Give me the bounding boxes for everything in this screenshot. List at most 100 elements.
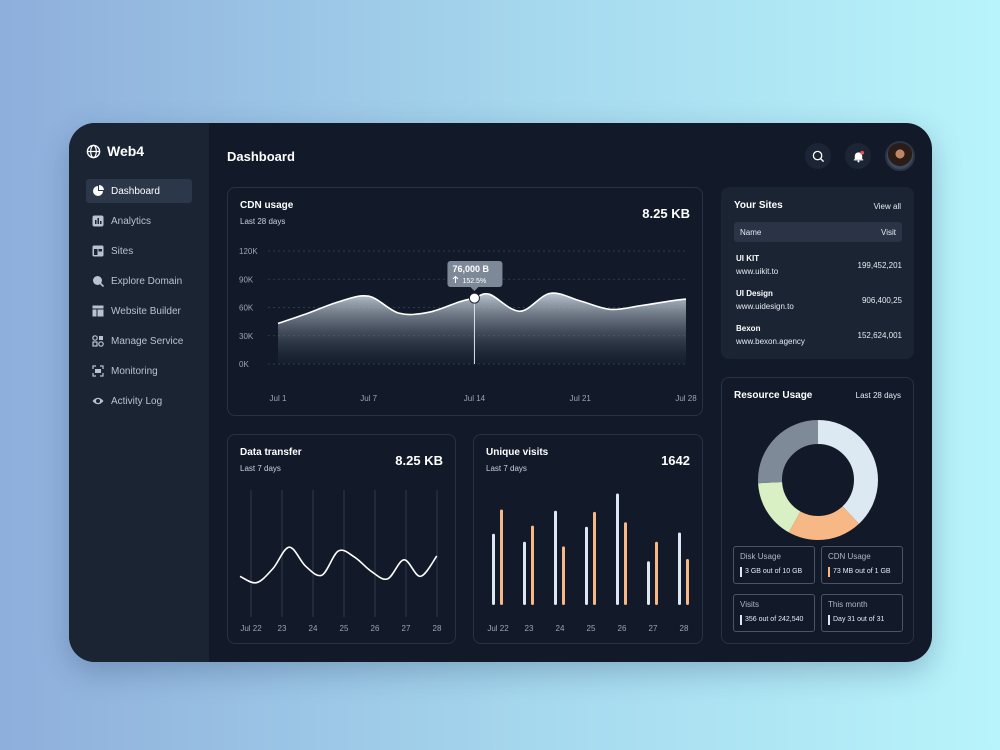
bar [531, 525, 534, 605]
arrow-up-icon [452, 275, 459, 283]
cdn-usage-card: CDN usage Last 28 days 8.25 KB 120K 90K 60… [227, 187, 703, 416]
bar-chart-icon [92, 215, 104, 227]
sidebar-item-label: Website Builder [111, 305, 181, 317]
stat-label: Visits [740, 600, 759, 609]
donut-slice [758, 420, 878, 540]
sidebar-item-website-builder[interactable]: Website Builder [86, 299, 192, 323]
sidebar-item-explore-domain[interactable]: Explore Domain [86, 269, 192, 293]
search-globe-icon [93, 276, 104, 287]
page-title: Dashboard [227, 149, 295, 164]
bar [554, 510, 557, 605]
sites-table-header: Name Visit [734, 222, 902, 242]
cdn-subtitle: Last 28 days [240, 217, 286, 226]
site-visits: 906,400,25 [861, 296, 902, 305]
data-transfer-line [239, 546, 438, 584]
x-tick-label: Jul 14 [464, 394, 486, 403]
x-tick-label: 25 [587, 624, 596, 633]
x-tick-label: Jul 28 [675, 394, 697, 403]
site-name: Bexon [736, 324, 761, 333]
tooltip-change: 152.5% [462, 278, 486, 285]
bell-icon [853, 150, 864, 162]
x-tick-label: 23 [525, 624, 534, 633]
bar [686, 559, 689, 605]
main-content: Dashboard CDN usage Last 28 days 8.25 KB… [209, 123, 932, 662]
data-transfer-value: 8.25 KB [395, 453, 443, 468]
x-tick-label: 24 [309, 624, 318, 633]
x-tick-label: 24 [556, 624, 565, 633]
col-visit: Visit [881, 228, 896, 237]
stat-label: CDN Usage [828, 552, 871, 561]
unique-visits-title: Unique visits [486, 447, 549, 458]
sidebar-item-label: Manage Service [111, 335, 184, 347]
x-tick-label: 28 [433, 624, 442, 633]
bar [562, 546, 565, 605]
data-transfer-title: Data transfer [240, 447, 302, 458]
sidebar-item-manage-service[interactable]: Manage Service [86, 329, 192, 353]
sidebar-item-label: Sites [111, 245, 134, 257]
view-all-link[interactable]: View all [873, 202, 901, 211]
x-tick-label: 26 [618, 624, 627, 633]
x-tick-label: 27 [402, 624, 411, 633]
site-name: UI Design [736, 289, 773, 298]
search-button[interactable] [805, 143, 831, 169]
bar [624, 522, 627, 605]
col-name: Name [740, 228, 762, 237]
visits-stat: Visits 356 out of 242,540 [733, 594, 815, 632]
sidebar-item-label: Monitoring [111, 365, 158, 377]
this-month-stat: This month Day 31 out of 31 [821, 594, 903, 632]
x-tick-label: Jul 22 [240, 624, 262, 633]
sidebar-item-sites[interactable]: Sites [86, 239, 192, 263]
bar [655, 541, 658, 605]
bar [492, 533, 495, 605]
disk-usage-stat: Disk Usage 3 GB out of 10 GB [733, 546, 815, 584]
stat-detail: 3 GB out of 10 GB [740, 567, 802, 577]
bar [500, 509, 503, 605]
table-row[interactable]: Bexon www.bexon.agency 152,624,001 [736, 324, 902, 350]
x-tick-label: Jul 22 [487, 624, 509, 633]
stat-label: This month [828, 600, 868, 609]
sidebar-item-dashboard[interactable]: Dashboard [86, 179, 192, 203]
x-tick-label: 23 [278, 624, 287, 633]
tooltip-pointer [470, 287, 479, 291]
highlight-point [468, 292, 480, 304]
sidebar-item-label: Dashboard [111, 185, 160, 197]
site-visits: 199,452,201 [857, 261, 903, 270]
site-visits: 152,624,001 [857, 331, 903, 340]
pie-chart-icon [93, 185, 104, 196]
x-tick-label: Jul 7 [360, 394, 377, 403]
sidebar-item-analytics[interactable]: Analytics [86, 209, 192, 233]
table-row[interactable]: UI Design www.uidesign.to 906,400,25 [736, 289, 902, 315]
area-fill [278, 293, 686, 364]
unique-visits-value: 1642 [661, 453, 690, 468]
cdn-value: 8.25 KB [642, 206, 690, 221]
cdn-area-chart: 120K 90K 60K 30K 0K Jul 1 Jul 7 Jul 14 Jul 21 Jul… [239, 247, 697, 403]
user-avatar[interactable] [885, 141, 915, 171]
sidebar-item-activity-log[interactable]: Activity Log [86, 389, 192, 413]
search-icon [812, 150, 824, 162]
sidebar-item-label: Explore Domain [111, 275, 183, 287]
app-name: Web4 [107, 143, 145, 159]
sidebar-item-monitoring[interactable]: Monitoring [86, 359, 192, 383]
bar [678, 532, 681, 605]
monitor-icon [92, 365, 104, 377]
bar [593, 511, 596, 605]
logo[interactable]: Web4 [86, 143, 144, 159]
area-series-line [277, 292, 687, 325]
sidebar-item-label: Analytics [111, 215, 152, 227]
eye-icon [92, 397, 104, 405]
tooltip-value: 76,000 B [452, 264, 489, 274]
site-name: UI KIT [736, 254, 760, 263]
bar [523, 541, 526, 605]
x-tick-label: Jul 1 [270, 394, 287, 403]
window-icon [92, 245, 104, 257]
table-row[interactable]: UI KIT www.uikit.to 199,452,201 [736, 254, 902, 280]
y-tick-label: 120K [239, 247, 258, 256]
site-url: www.uikit.to [736, 267, 779, 276]
stat-detail: 73 MB out of 1 GB [828, 567, 891, 577]
layout-icon [92, 305, 104, 317]
y-tick-label: 0K [239, 360, 249, 369]
data-transfer-subtitle: Last 7 days [240, 464, 281, 473]
apps-icon [92, 335, 104, 347]
notifications-button[interactable] [845, 143, 871, 169]
x-tick-label: 28 [680, 624, 689, 633]
